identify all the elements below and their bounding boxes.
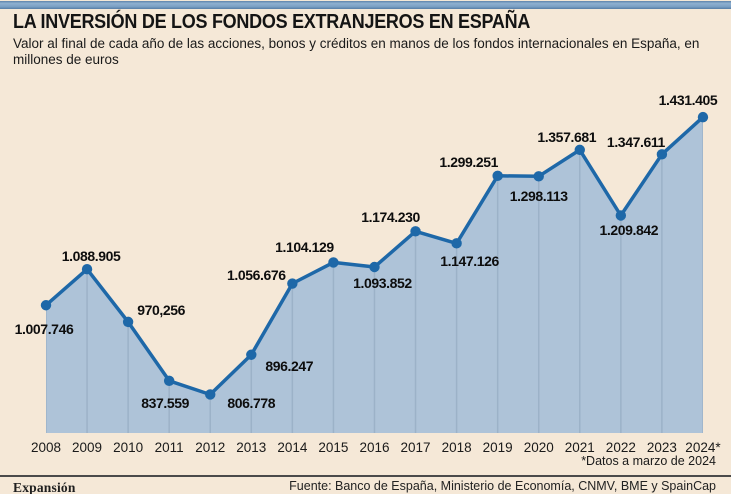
value-label: 837.559 [141, 394, 190, 411]
value-label: 1.056.676 [227, 266, 286, 283]
x-axis-tick-label: 2024* [685, 440, 721, 455]
value-label: 1.347.611 [606, 134, 665, 151]
footnote: *Datos a marzo de 2024 [581, 454, 716, 468]
x-axis-tick-label: 2018 [441, 440, 472, 455]
data-points [40, 111, 709, 400]
x-axis-tick-label: 2012 [195, 440, 226, 455]
x-axis-tick-label: 2010 [113, 440, 144, 455]
x-axis-tick-label: 2019 [482, 440, 513, 455]
x-axis-tick-label: 2009 [72, 440, 103, 455]
value-label: 1.007.746 [14, 321, 74, 338]
value-label: 1.093.852 [353, 275, 412, 291]
x-axis-tick-label: 2015 [318, 440, 349, 455]
value-label: 1.088.905 [61, 248, 121, 265]
footer-divider [0, 475, 731, 477]
value-label: 1.298.113 [509, 188, 568, 205]
x-axis-tick-label: 2011 [154, 440, 184, 455]
x-axis-tick-label: 2022 [605, 440, 636, 455]
x-axis-tick-label: 2017 [400, 440, 431, 455]
value-label: 1.209.842 [599, 221, 659, 238]
page-subtitle: Valor al final de cada año de las accion… [13, 36, 700, 67]
value-label: 1.299.251 [439, 153, 498, 170]
value-label: 1.431.405 [658, 92, 718, 109]
value-label: 1.357.681 [537, 128, 597, 145]
value-label: 806.778 [227, 395, 276, 412]
page-title: LA INVERSIÓN DE LOS FONDOS EXTRANJEROS E… [13, 11, 531, 33]
value-label: 1.104.129 [275, 239, 334, 256]
value-label: 896.247 [265, 357, 314, 374]
x-axis-tick-label: 2014 [277, 440, 308, 455]
x-axis-tick-label: 2021 [564, 440, 595, 455]
x-axis-tick-label: 2023 [646, 440, 677, 455]
x-axis-tick-label: 2013 [236, 440, 267, 455]
value-label: 1.174.230 [361, 209, 420, 226]
value-label: 1.147.126 [440, 253, 499, 270]
x-axis-tick-label: 2020 [523, 440, 554, 455]
value-label: 970,256 [137, 301, 186, 318]
publisher-logo: Expansión [13, 480, 76, 494]
source-credit: Fuente: Banco de España, Ministerio de E… [289, 479, 716, 493]
x-axis-tick-label: 2016 [359, 440, 390, 455]
x-axis-tick-label: 2008 [30, 440, 62, 455]
top-accent-bar [0, 1, 731, 9]
